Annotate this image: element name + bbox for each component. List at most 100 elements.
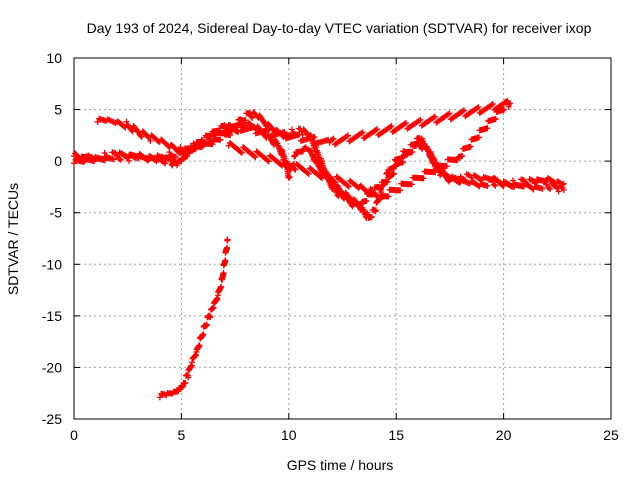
data-point	[476, 134, 483, 141]
data-point	[221, 122, 228, 129]
data-point	[344, 182, 351, 189]
data-point	[484, 182, 491, 189]
data-point	[218, 283, 225, 290]
data-point	[182, 379, 189, 386]
data-point	[555, 188, 562, 195]
data-point	[292, 152, 299, 159]
data-point	[207, 313, 214, 320]
data-point	[173, 154, 180, 161]
data-point	[168, 161, 175, 168]
data-point	[187, 142, 194, 149]
data-point	[252, 130, 259, 137]
data-point	[478, 109, 485, 116]
data-point	[479, 180, 486, 187]
data-point	[418, 122, 425, 129]
data-point	[251, 153, 258, 160]
data-point	[155, 156, 162, 163]
data-point	[265, 158, 272, 165]
data-point	[372, 207, 379, 214]
data-point	[222, 257, 229, 264]
data-point	[291, 165, 298, 172]
data-point	[420, 121, 427, 128]
data-point	[459, 152, 466, 159]
data-point	[126, 157, 133, 164]
data-point	[200, 331, 207, 338]
data-point	[362, 134, 369, 141]
data-point	[376, 131, 383, 138]
data-point	[110, 156, 117, 163]
data-point	[539, 185, 546, 192]
data-point	[475, 182, 482, 189]
data-point	[282, 135, 289, 142]
data-point	[408, 181, 415, 188]
data-point	[179, 383, 186, 390]
data-point	[463, 112, 470, 119]
data-point	[185, 374, 192, 381]
data-point	[116, 155, 123, 162]
data-marks	[71, 97, 567, 401]
data-point	[209, 141, 216, 148]
data-point	[164, 155, 171, 162]
data-point	[447, 116, 454, 123]
data-point	[377, 185, 384, 192]
data-point	[400, 159, 407, 166]
data-point	[208, 132, 215, 139]
data-point	[347, 137, 354, 144]
series-upper-arc	[94, 115, 239, 156]
data-point	[366, 191, 373, 198]
data-point	[449, 115, 456, 122]
data-point	[177, 144, 184, 151]
data-point	[305, 170, 312, 177]
x-tick-label: 0	[70, 427, 78, 443]
data-point	[332, 179, 339, 186]
data-point	[80, 159, 87, 166]
data-point	[237, 148, 244, 155]
x-tick-label: 10	[281, 427, 297, 443]
data-point	[123, 118, 130, 125]
data-point	[175, 148, 182, 155]
plot-frame	[73, 57, 612, 420]
data-point	[147, 137, 154, 144]
data-point	[220, 270, 227, 277]
data-point	[545, 185, 552, 192]
data-point	[424, 147, 431, 154]
y-tick-label: -5	[50, 205, 63, 221]
data-point	[94, 118, 101, 125]
y-tick-labels: -25 -20 -15 -10 -5 0 5 10	[42, 50, 62, 427]
data-point	[331, 178, 338, 185]
data-point	[560, 187, 567, 194]
data-point	[277, 161, 284, 168]
x-tick-label: 15	[388, 427, 404, 443]
data-point	[385, 193, 392, 200]
data-point	[166, 149, 173, 156]
data-point	[409, 148, 416, 155]
y-tick-label: 0	[54, 153, 62, 169]
data-point	[491, 106, 498, 113]
series-descending-track	[156, 236, 231, 401]
data-point	[279, 162, 286, 169]
data-point	[174, 162, 181, 169]
data-point	[101, 157, 108, 164]
y-tick-label: -15	[42, 308, 62, 324]
data-point	[434, 118, 441, 125]
data-point	[467, 143, 474, 150]
data-point	[192, 146, 199, 153]
x-tick-label: 5	[178, 427, 186, 443]
data-point	[138, 133, 145, 140]
data-point	[553, 183, 560, 190]
data-point	[288, 126, 295, 133]
data-point	[558, 183, 565, 190]
grid-lines	[74, 58, 611, 419]
data-point	[167, 151, 174, 158]
data-point	[390, 170, 397, 177]
axis-ticks	[73, 57, 612, 420]
data-point	[389, 128, 396, 135]
data-point	[520, 183, 527, 190]
data-point	[178, 158, 185, 165]
data-point	[346, 138, 353, 145]
x-axis-label: GPS time / hours	[287, 457, 394, 473]
data-point	[292, 166, 299, 173]
data-point	[420, 175, 427, 182]
series-outliers	[221, 97, 514, 203]
data-point	[397, 187, 404, 194]
